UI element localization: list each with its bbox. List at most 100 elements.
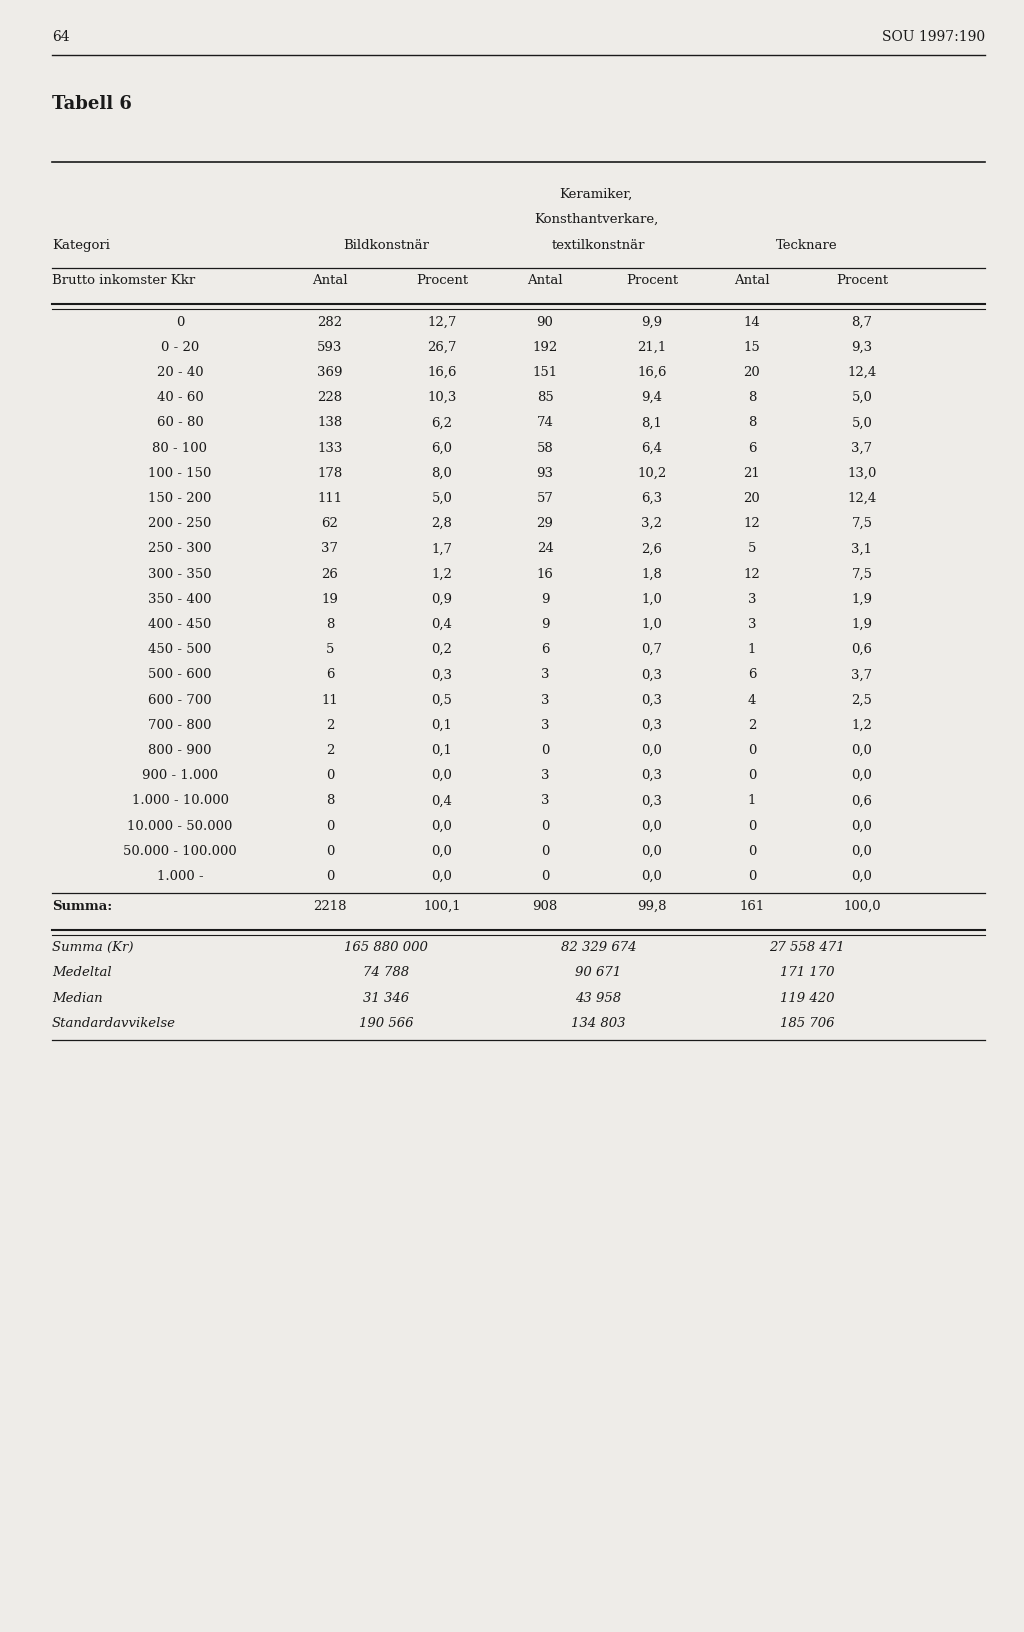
Text: 250 - 300: 250 - 300 [148, 542, 212, 555]
Text: 0,3: 0,3 [431, 667, 453, 681]
Text: 0,0: 0,0 [852, 769, 872, 782]
Text: 0: 0 [326, 819, 334, 832]
Text: 0,0: 0,0 [642, 744, 663, 757]
Text: Keramiker,: Keramiker, [559, 188, 633, 201]
Text: 0 - 20: 0 - 20 [161, 341, 199, 354]
Text: 26: 26 [322, 568, 339, 581]
Text: 12,4: 12,4 [848, 491, 877, 504]
Text: 16,6: 16,6 [637, 366, 667, 379]
Text: 5,0: 5,0 [852, 416, 872, 429]
Text: 0,5: 0,5 [431, 694, 453, 707]
Text: 165 880 000: 165 880 000 [344, 942, 428, 955]
Text: 3: 3 [541, 769, 549, 782]
Text: 0,6: 0,6 [852, 795, 872, 808]
Text: Standardavvikelse: Standardavvikelse [52, 1017, 176, 1030]
Text: 6,2: 6,2 [431, 416, 453, 429]
Text: 600 - 700: 600 - 700 [148, 694, 212, 707]
Text: SOU 1997:190: SOU 1997:190 [882, 29, 985, 44]
Text: 300 - 350: 300 - 350 [148, 568, 212, 581]
Text: 6: 6 [541, 643, 549, 656]
Text: Brutto inkomster Kkr: Brutto inkomster Kkr [52, 274, 196, 287]
Text: 4: 4 [748, 694, 756, 707]
Text: 2,5: 2,5 [852, 694, 872, 707]
Text: 178: 178 [317, 467, 343, 480]
Text: 20 - 40: 20 - 40 [157, 366, 204, 379]
Text: 21,1: 21,1 [637, 341, 667, 354]
Text: 12,4: 12,4 [848, 366, 877, 379]
Text: 500 - 600: 500 - 600 [148, 667, 212, 681]
Text: 11: 11 [322, 694, 338, 707]
Text: 5: 5 [326, 643, 334, 656]
Text: 0,0: 0,0 [431, 819, 453, 832]
Text: 21: 21 [743, 467, 761, 480]
Text: Kategori: Kategori [52, 238, 110, 251]
Text: 0,2: 0,2 [431, 643, 453, 656]
Text: 3,2: 3,2 [641, 517, 663, 530]
Text: 31 346: 31 346 [362, 992, 409, 1005]
Text: 1: 1 [748, 795, 756, 808]
Text: 0,3: 0,3 [641, 667, 663, 681]
Text: 700 - 800: 700 - 800 [148, 718, 212, 731]
Text: 5,0: 5,0 [852, 392, 872, 405]
Text: 3,7: 3,7 [851, 442, 872, 454]
Text: 12,7: 12,7 [427, 315, 457, 328]
Text: 10.000 - 50.000: 10.000 - 50.000 [127, 819, 232, 832]
Text: 8: 8 [748, 416, 756, 429]
Text: 6: 6 [748, 442, 757, 454]
Text: 0,3: 0,3 [641, 769, 663, 782]
Text: Procent: Procent [416, 274, 468, 287]
Text: 6,3: 6,3 [641, 491, 663, 504]
Text: 282: 282 [317, 315, 343, 328]
Text: 150 - 200: 150 - 200 [148, 491, 212, 504]
Text: 43 958: 43 958 [575, 992, 622, 1005]
Text: Procent: Procent [836, 274, 888, 287]
Text: 14: 14 [743, 315, 761, 328]
Text: 134 803: 134 803 [571, 1017, 626, 1030]
Text: 50.000 - 100.000: 50.000 - 100.000 [123, 845, 237, 858]
Text: 171 170: 171 170 [779, 966, 835, 979]
Text: 80 - 100: 80 - 100 [153, 442, 208, 454]
Text: 74: 74 [537, 416, 553, 429]
Text: 3: 3 [541, 694, 549, 707]
Text: 29: 29 [537, 517, 553, 530]
Text: 0,0: 0,0 [642, 845, 663, 858]
Text: 0: 0 [748, 744, 756, 757]
Text: 1,7: 1,7 [431, 542, 453, 555]
Text: 0,0: 0,0 [852, 870, 872, 883]
Text: Medeltal: Medeltal [52, 966, 112, 979]
Text: 0,0: 0,0 [431, 769, 453, 782]
Text: 7,5: 7,5 [852, 517, 872, 530]
Text: 2,6: 2,6 [641, 542, 663, 555]
Text: 100,1: 100,1 [423, 901, 461, 912]
Text: 0,0: 0,0 [431, 845, 453, 858]
Text: 1,0: 1,0 [642, 619, 663, 632]
Text: 185 706: 185 706 [779, 1017, 835, 1030]
Text: 151: 151 [532, 366, 557, 379]
Text: 900 - 1.000: 900 - 1.000 [142, 769, 218, 782]
Text: 0: 0 [541, 819, 549, 832]
Text: 133: 133 [317, 442, 343, 454]
Text: 20: 20 [743, 491, 761, 504]
Text: 0,7: 0,7 [641, 643, 663, 656]
Text: 0: 0 [748, 845, 756, 858]
Text: 10,3: 10,3 [427, 392, 457, 405]
Text: 800 - 900: 800 - 900 [148, 744, 212, 757]
Text: 3,7: 3,7 [851, 667, 872, 681]
Text: 3: 3 [748, 619, 757, 632]
Text: 9,3: 9,3 [851, 341, 872, 354]
Text: 5: 5 [748, 542, 756, 555]
Text: 7,5: 7,5 [852, 568, 872, 581]
Text: 8,0: 8,0 [431, 467, 453, 480]
Text: 8: 8 [326, 795, 334, 808]
Text: 9,9: 9,9 [641, 315, 663, 328]
Text: 190 566: 190 566 [358, 1017, 414, 1030]
Text: 100 - 150: 100 - 150 [148, 467, 212, 480]
Text: 10,2: 10,2 [637, 467, 667, 480]
Text: 0,0: 0,0 [852, 819, 872, 832]
Text: 2: 2 [326, 744, 334, 757]
Text: 908: 908 [532, 901, 558, 912]
Text: 111: 111 [317, 491, 343, 504]
Text: Median: Median [52, 992, 102, 1005]
Text: 0,4: 0,4 [431, 619, 453, 632]
Text: 60 - 80: 60 - 80 [157, 416, 204, 429]
